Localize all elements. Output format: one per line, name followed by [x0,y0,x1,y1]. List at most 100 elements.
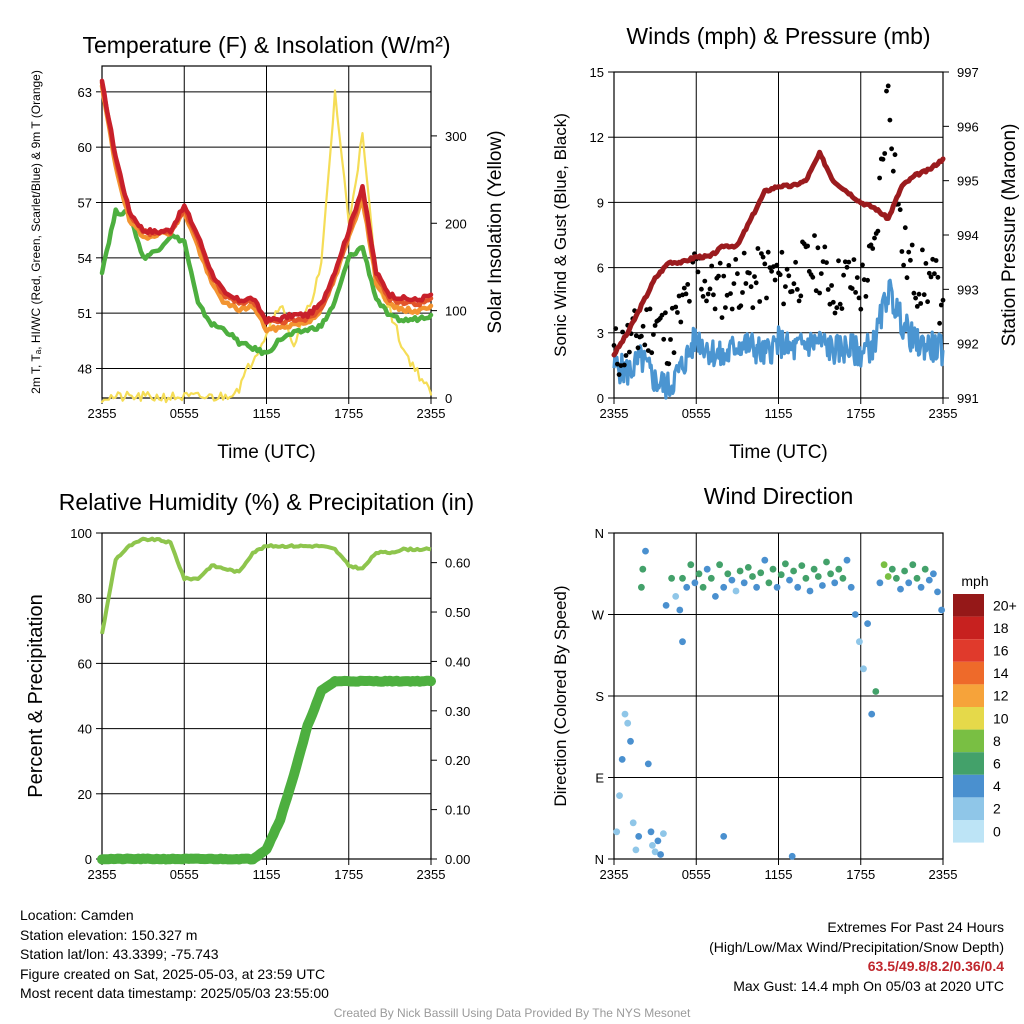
y-axis-label: Direction (Colored By Speed) [551,585,570,806]
station-info: Location: Camden Station elevation: 150.… [20,906,329,1004]
gust-point [851,257,857,262]
gust-point [675,310,680,315]
gust-point [695,269,701,275]
gust-point [627,349,632,355]
gust-point [911,290,917,296]
gust-point [783,284,788,289]
gust-point [834,305,840,311]
legend-swatch [953,707,984,730]
y-right-tick-label: 100 [445,304,467,319]
gust-point [639,333,644,339]
direction-point [632,846,640,854]
direction-point [930,570,937,578]
direction-point [736,567,744,575]
direction-point [893,574,900,582]
gust-point [661,336,667,342]
plot-frame [613,71,944,399]
direction-point [695,570,703,578]
created-text: Figure created on Sat, 2025-05-03, at 23… [20,965,326,982]
gust-point [830,299,836,305]
direction-point [638,583,645,591]
legend-swatch [953,616,984,640]
y-tick-label: 6 [597,261,604,276]
x-tick-label: 1755 [846,406,875,421]
direction-point [657,851,664,858]
direction-point [872,688,880,695]
direction-point [668,574,675,582]
gust-point [793,259,798,265]
direction-point [835,565,843,573]
x-tick-label: 1755 [334,406,363,421]
direction-point [691,579,699,587]
direction-point [788,852,796,860]
gust-point [884,88,889,94]
latlon-text: Station lat/lon: 43.3399; -75.743 [20,946,219,962]
gust-point [841,272,846,278]
gust-point [889,146,894,152]
legend-label: 0 [993,823,1001,839]
direction-point [672,593,680,600]
gust-point [832,310,838,316]
direction-point [773,583,781,591]
y-axis-label: Percent & Precipitation [25,594,47,797]
direction-point [814,573,822,580]
gust-point [786,273,792,279]
extremes-subtitle: (High/Low/Max Wind/Precipitation/Snow De… [709,938,1004,955]
gust-point [723,305,728,310]
gust-point [678,319,684,325]
gust-point [651,332,656,337]
plot-frame [101,532,432,860]
direction-point [660,830,667,837]
direction-point [798,562,806,569]
direction-point [777,571,785,579]
direction-point [925,576,933,584]
legend-label: 18 [993,620,1009,636]
gust-point [769,268,774,274]
legend-title: mph [961,573,988,589]
gust-point [856,295,862,301]
gust-point [623,353,629,358]
gust-point [825,287,831,292]
legend-swatch [953,594,984,617]
gust-point [765,249,771,255]
direction-point [905,579,913,587]
gust-point [685,282,691,287]
gust-point [813,288,819,294]
y-tick-label: N [595,526,604,541]
gust-point [717,260,723,266]
x-tick-label: 2355 [88,406,117,421]
gust-point [772,277,778,283]
gust-point [885,83,891,89]
y-tick-label: 63 [78,85,92,100]
y-right-tick-label: 0.20 [445,753,470,768]
chart-title: Winds (mph) & Pressure (mb) [626,23,930,49]
x-tick-label: 1155 [253,867,281,882]
gust-point [712,306,718,312]
direction-point [644,760,652,768]
y-right-axis-label: Station Pressure (Maroon) [999,124,1020,347]
direction-point [728,576,736,584]
gust-point [858,306,864,312]
gust-point [920,247,925,253]
direction-point [843,556,851,564]
direction-point [757,569,765,577]
gust-point [663,310,668,316]
direction-point [720,833,728,840]
gust-point [829,283,834,288]
gust-point [817,290,822,296]
gust-point [892,152,898,158]
direction-point [938,606,945,614]
direction-point [802,574,810,582]
gust-point [926,270,932,276]
y-right-tick-label: 0.50 [445,605,470,620]
y-right-tick-label: 992 [957,337,979,352]
y-tick-label: S [595,689,604,704]
direction-point [761,556,769,564]
gust-point [659,312,665,318]
direction-point [683,583,691,591]
y-right-tick-label: 994 [957,228,979,243]
gust-point [836,258,841,264]
gust-point [925,299,930,305]
gust-point [940,297,946,303]
gust-point [921,292,927,298]
